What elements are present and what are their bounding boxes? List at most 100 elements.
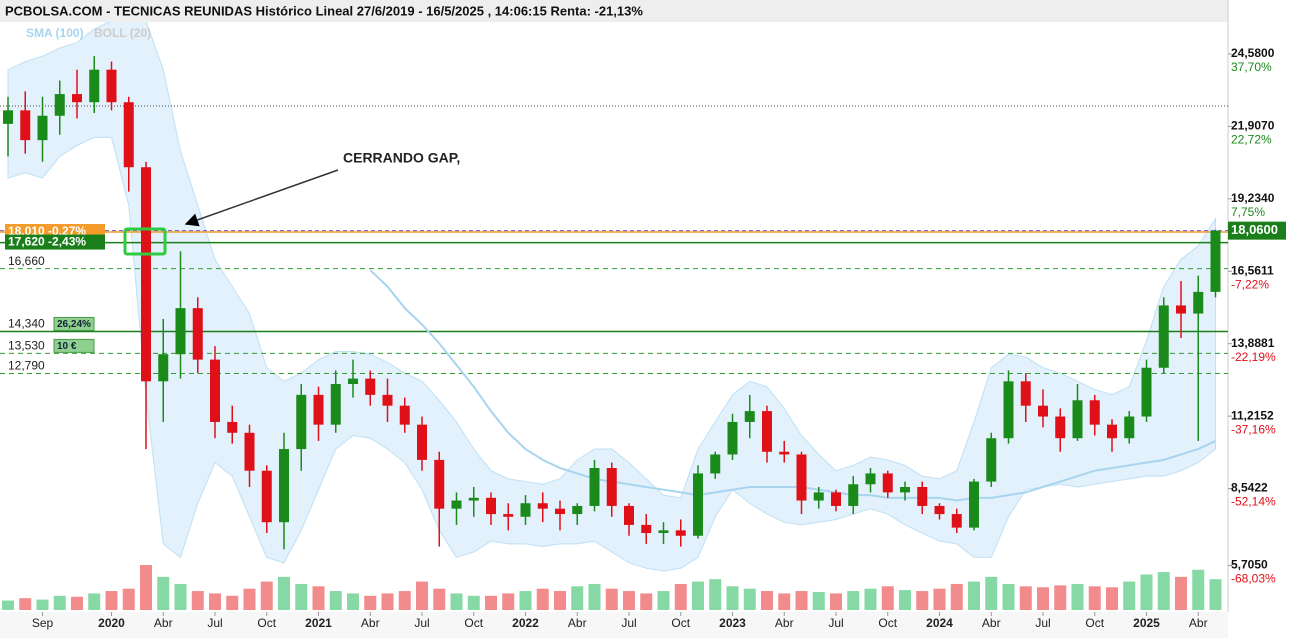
volume-bar bbox=[260, 581, 273, 610]
axis-panel bbox=[1228, 0, 1294, 638]
gap-highlight bbox=[123, 227, 167, 256]
legend-sma: SMA (100) bbox=[26, 26, 84, 40]
x-tick-label: Oct bbox=[464, 616, 483, 630]
candle-body bbox=[693, 473, 703, 536]
volume-bar bbox=[1037, 587, 1049, 610]
volume-bar bbox=[278, 576, 290, 610]
arrow bbox=[184, 169, 339, 227]
volume-bar bbox=[467, 595, 480, 610]
level-badge-box bbox=[53, 338, 95, 353]
volume-bar bbox=[1123, 581, 1136, 610]
candle-body bbox=[365, 378, 376, 395]
candle-body bbox=[244, 432, 255, 471]
x-tick-label: 2020 bbox=[98, 616, 125, 630]
candle-body bbox=[210, 359, 220, 422]
candle-body bbox=[89, 69, 100, 103]
candle-body bbox=[969, 481, 979, 528]
volume-bar bbox=[778, 593, 791, 610]
y-tick-label: 21,9070 bbox=[1231, 119, 1275, 133]
volume-bar bbox=[416, 581, 428, 610]
level-badge: 10 € bbox=[57, 341, 77, 352]
x-tick-label: Oct bbox=[1085, 616, 1104, 630]
volume-bar bbox=[657, 591, 670, 610]
candle-body bbox=[710, 454, 721, 474]
candle-body bbox=[20, 110, 31, 141]
volume-bar bbox=[174, 583, 187, 610]
volume-bar bbox=[295, 583, 308, 610]
x-tick-label: 2023 bbox=[719, 616, 746, 630]
candle-body bbox=[1124, 416, 1135, 439]
candle-body bbox=[417, 424, 427, 460]
volume-bar bbox=[968, 581, 980, 610]
candle-body bbox=[1089, 400, 1100, 425]
level-label: 12,790 bbox=[8, 359, 45, 373]
y-tick-label: 24,5800 bbox=[1231, 46, 1275, 60]
candle-body bbox=[1107, 424, 1117, 439]
level-label: 17,620 -2,43% bbox=[8, 235, 86, 249]
candle-body bbox=[934, 505, 945, 515]
volume-bar bbox=[761, 591, 773, 610]
volume-bar bbox=[623, 591, 635, 610]
volume-bar bbox=[450, 593, 463, 610]
candle-body bbox=[1020, 381, 1031, 406]
candle-body bbox=[1158, 305, 1169, 368]
sma-line bbox=[369, 269, 1216, 502]
candle-body bbox=[227, 421, 238, 433]
level-label: 13,530 bbox=[8, 339, 45, 353]
candle-body bbox=[779, 451, 790, 455]
volume-bar bbox=[157, 576, 170, 610]
volume-bar bbox=[329, 591, 342, 610]
volume-bar bbox=[398, 591, 411, 610]
volume-bar bbox=[605, 588, 618, 610]
candle-body bbox=[572, 505, 583, 515]
legend-boll: BOLL (20) bbox=[94, 26, 151, 40]
volume-bar bbox=[1209, 579, 1222, 610]
y-tick-change: -68,03% bbox=[1231, 572, 1276, 586]
y-tick-label: 16,5611 bbox=[1231, 263, 1274, 277]
volume-bar bbox=[536, 588, 549, 610]
volume-bar bbox=[743, 588, 756, 610]
candle-body bbox=[468, 497, 479, 501]
candle-body bbox=[624, 505, 634, 525]
volume-bar bbox=[364, 595, 377, 610]
volume-bar bbox=[1071, 583, 1084, 610]
volume-bar bbox=[899, 590, 911, 610]
volume-bar bbox=[985, 576, 998, 610]
volume-bar bbox=[640, 593, 653, 610]
volume-bar bbox=[916, 591, 929, 610]
candle-body bbox=[296, 394, 307, 450]
volume-bar bbox=[1002, 583, 1015, 610]
volume-bar bbox=[1088, 586, 1101, 610]
volume-bar bbox=[847, 591, 860, 610]
candle-body bbox=[727, 421, 738, 455]
candle-body bbox=[279, 449, 289, 523]
x-tick-label: Abr bbox=[775, 616, 794, 630]
x-tick-label: Jul bbox=[1035, 616, 1050, 630]
volume-bar bbox=[243, 588, 256, 610]
volume-bar bbox=[709, 579, 722, 610]
level-box bbox=[5, 234, 105, 250]
x-tick-label: Jul bbox=[621, 616, 636, 630]
candle-body bbox=[106, 69, 117, 103]
volume-bar bbox=[795, 591, 808, 610]
candle-body bbox=[158, 354, 169, 382]
candle-body bbox=[744, 411, 755, 422]
y-tick-change: 37,70% bbox=[1231, 60, 1272, 74]
volume-bar bbox=[433, 588, 446, 610]
y-tick-change: 7,75% bbox=[1231, 205, 1265, 219]
x-tick-label: Jul bbox=[828, 616, 843, 630]
candle-body bbox=[486, 497, 496, 515]
candle-body bbox=[848, 484, 859, 506]
candle-body bbox=[951, 514, 962, 528]
volume-bar bbox=[502, 593, 515, 610]
volume-bar bbox=[588, 583, 601, 610]
candle-body bbox=[451, 500, 462, 509]
candle-body bbox=[382, 394, 393, 406]
volume-bar bbox=[140, 565, 152, 610]
level-badge-box bbox=[53, 316, 95, 331]
volume-bar bbox=[554, 591, 566, 610]
candle-body bbox=[503, 514, 514, 517]
volume-bar bbox=[209, 593, 221, 610]
y-tick-label: 5,7050 bbox=[1231, 558, 1268, 572]
candle-body bbox=[658, 530, 669, 534]
